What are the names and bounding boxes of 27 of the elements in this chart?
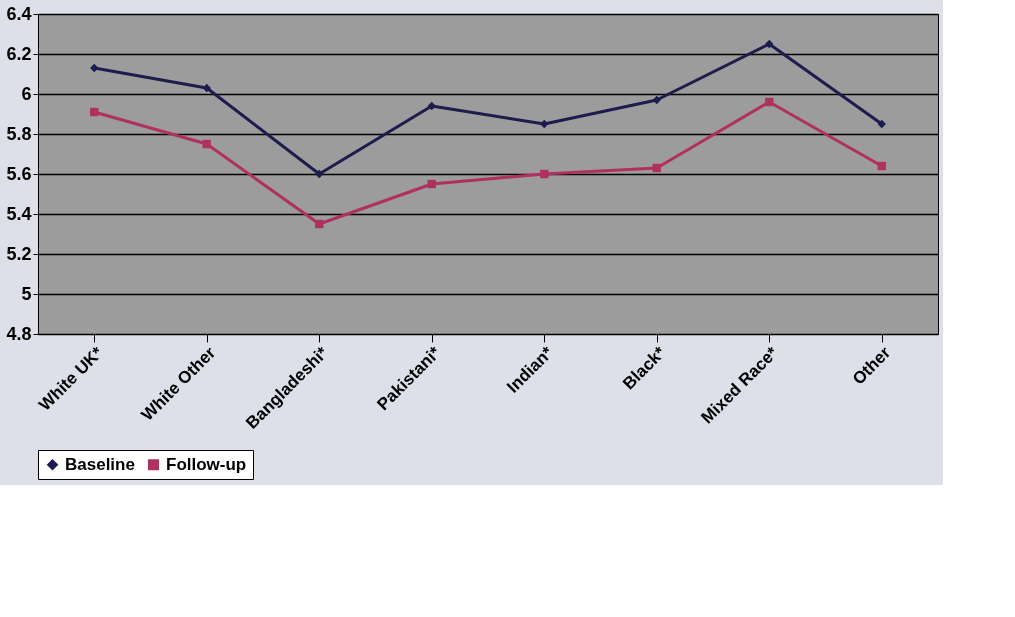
point xyxy=(765,39,774,49)
y-tick-label: 5.2 xyxy=(6,243,32,264)
point xyxy=(315,169,324,179)
y-tick-label: 5 xyxy=(21,283,32,304)
y-tick-label: 5.6 xyxy=(6,163,32,184)
point xyxy=(315,219,324,229)
y-tick-label: 6.4 xyxy=(6,3,32,24)
legend-label: Baseline xyxy=(65,454,135,474)
point xyxy=(540,169,549,179)
point xyxy=(90,63,99,73)
point xyxy=(877,161,886,171)
point xyxy=(877,119,886,129)
point xyxy=(202,139,211,149)
point xyxy=(540,119,549,129)
point xyxy=(427,179,436,189)
point xyxy=(765,97,774,107)
point xyxy=(90,107,99,117)
y-tick-label: 5.4 xyxy=(6,203,32,224)
y-tick-label: 6.2 xyxy=(6,43,32,64)
point xyxy=(202,83,211,93)
legend-label: Follow-up xyxy=(166,454,247,474)
y-tick-label: 5.8 xyxy=(6,123,32,144)
y-tick-label: 6 xyxy=(21,83,32,104)
point xyxy=(652,163,661,173)
point xyxy=(427,101,436,111)
point xyxy=(652,95,661,105)
y-tick-label: 4.8 xyxy=(6,323,32,344)
